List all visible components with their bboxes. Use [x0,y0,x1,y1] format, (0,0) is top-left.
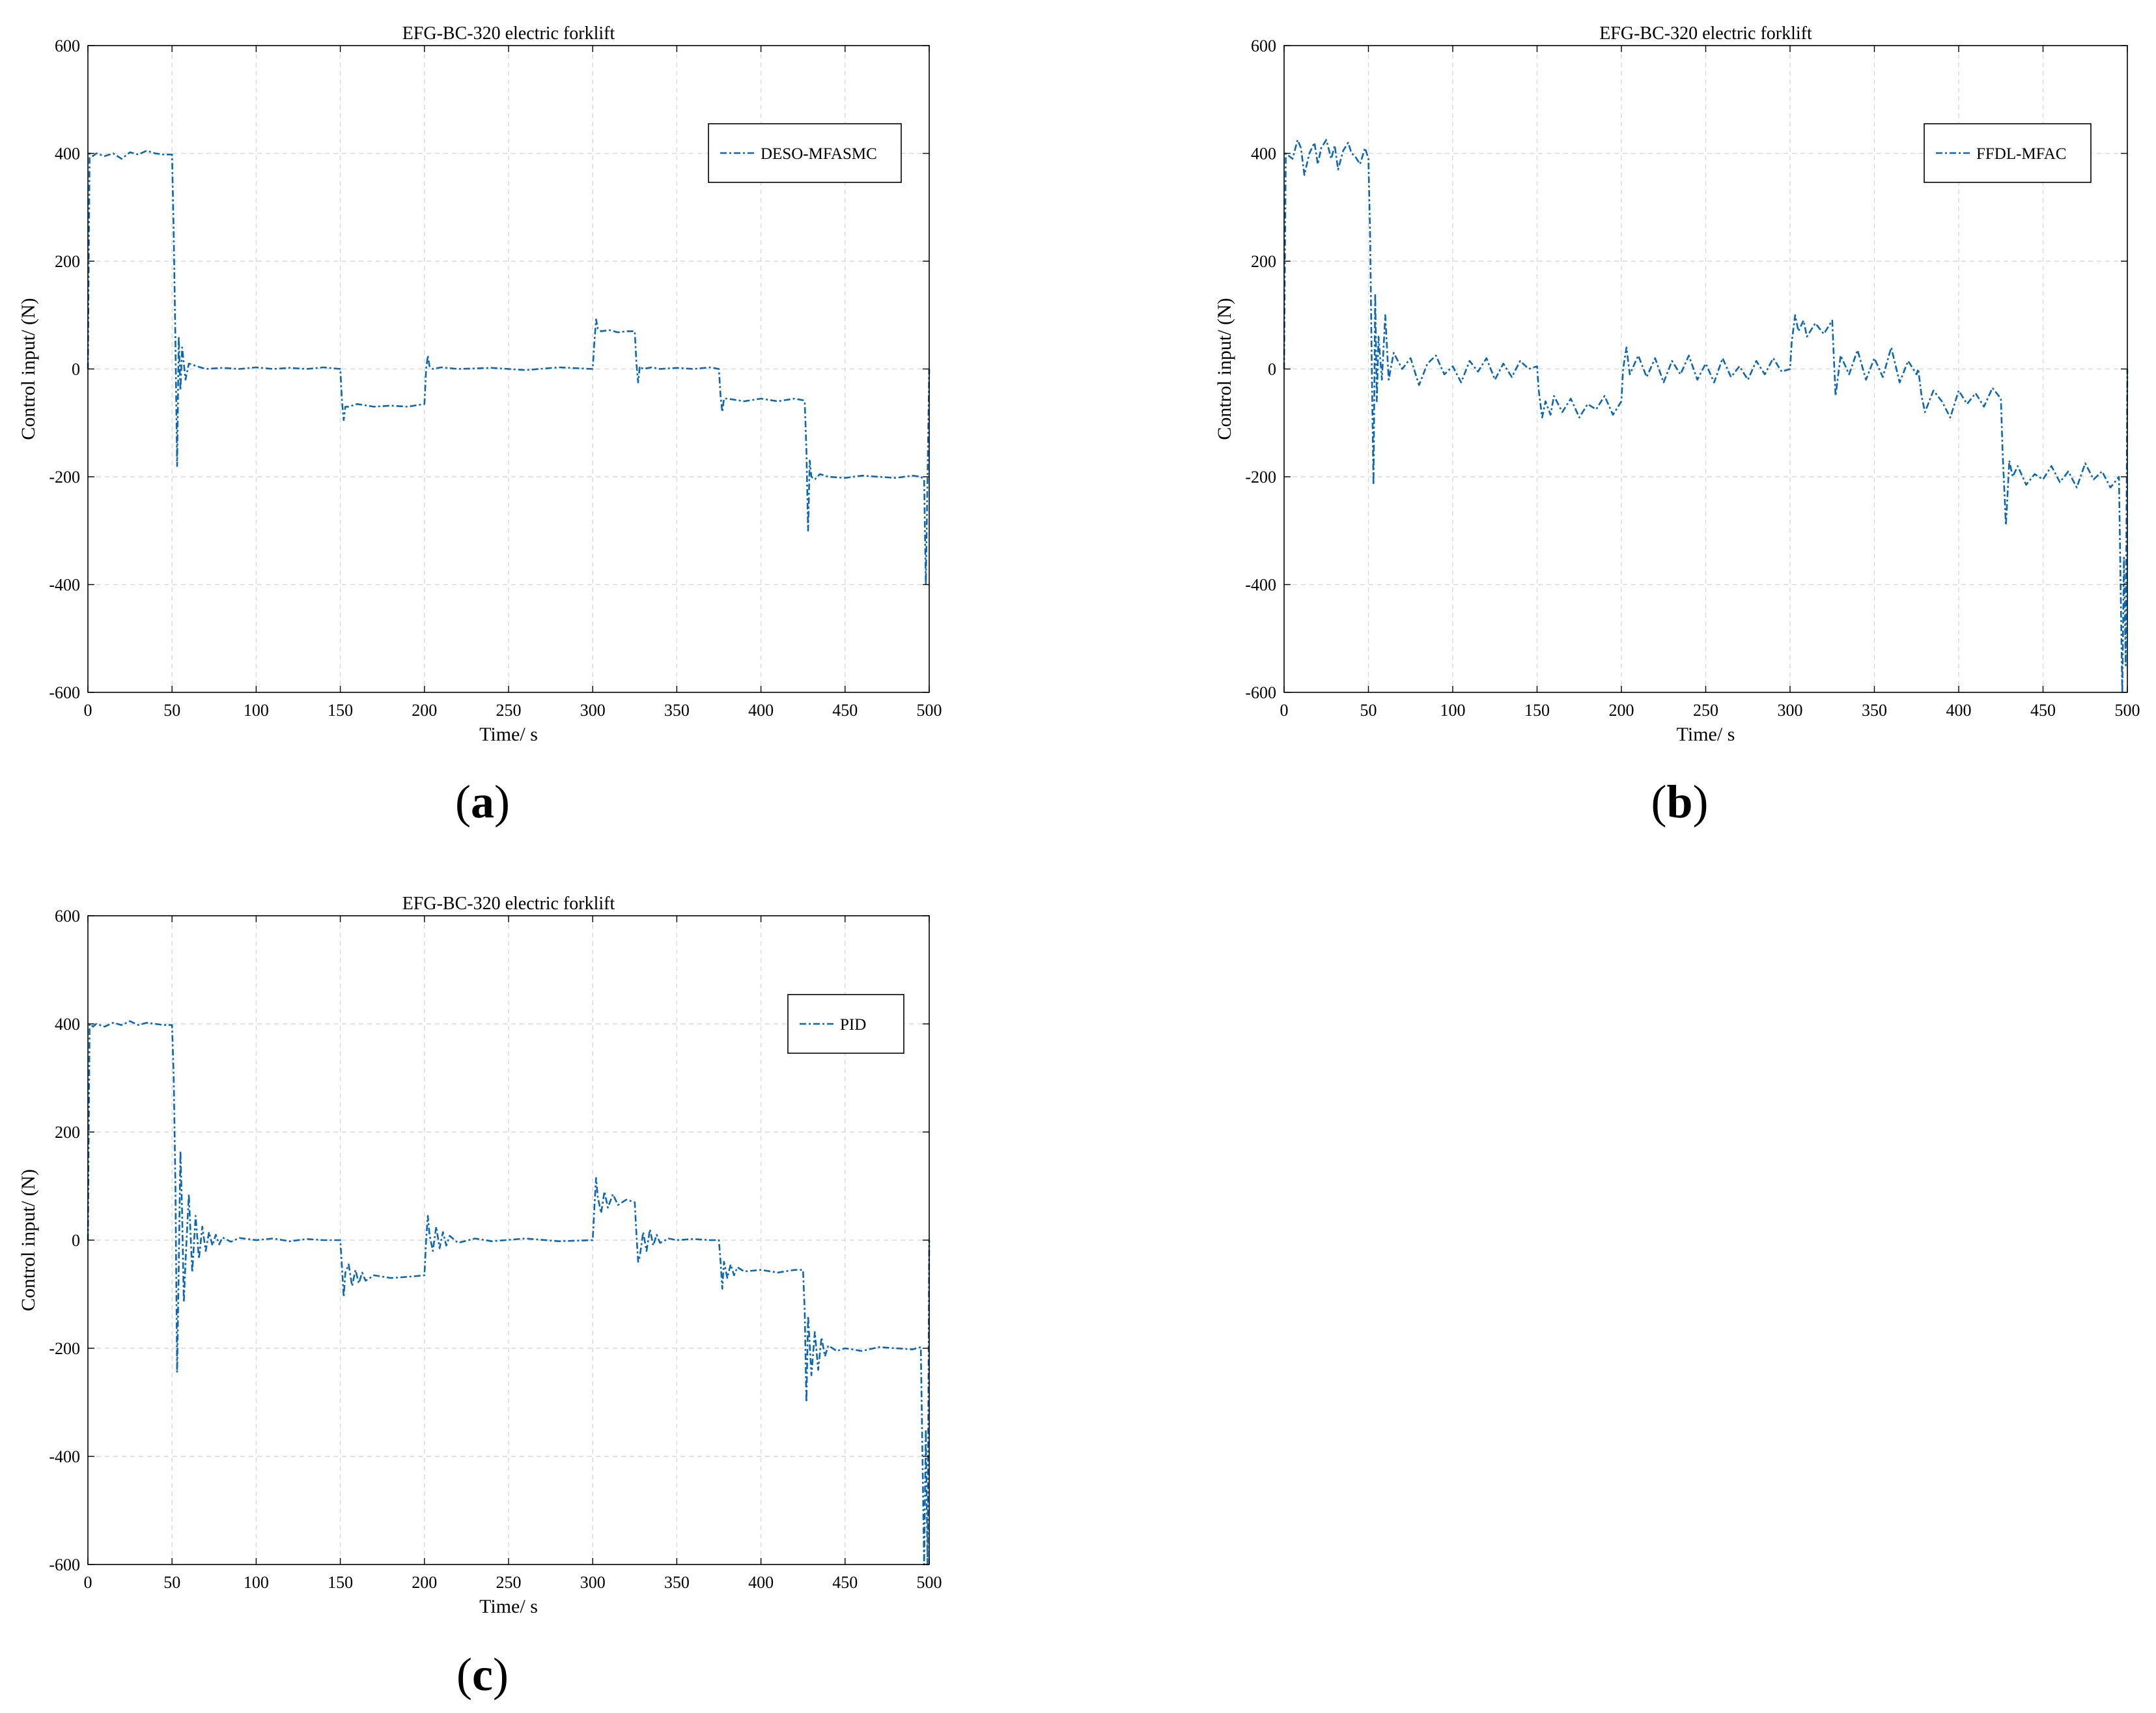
x-tick-label: 100 [1440,701,1466,720]
x-tick-label: 200 [412,1573,437,1592]
x-tick-label: 50 [1360,701,1377,720]
axis-ticks: 0 50 100 150 200 250 300 350 400 450 500 600 400 200 0… [1245,36,2140,720]
series-line-deso-mfasmc [87,150,931,586]
x-tick-label: 150 [328,701,353,720]
panel-label: (c) [456,1649,509,1701]
x-tick-label: 250 [496,701,522,720]
x-tick-label: 250 [496,1573,522,1592]
legend: PID [787,994,904,1054]
x-tick-label: 400 [748,1573,774,1592]
y-axis-label: Control input/ (N) [18,1169,39,1311]
chart-panel-a: 0 50 100 150 200 250 300 350 400 450 500 600 400 200 0… [18,23,942,828]
chart-title: EFG-BC-320 electric forklift [1599,23,1812,44]
y-tick-label: 200 [55,1123,80,1142]
x-tick-label: 300 [580,1573,606,1592]
x-tick-label: 450 [832,1573,858,1592]
panel-label: (b) [1651,776,1708,828]
y-tick-label: 0 [72,1231,80,1250]
x-tick-label: 150 [1524,701,1550,720]
axis-ticks: 0 50 100 150 200 250 300 350 400 450 500 600 400 200 0… [49,907,942,1592]
x-tick-label: 300 [1778,701,1803,720]
legend-box [787,994,904,1054]
x-tick-label: 350 [664,701,690,720]
y-tick-label: -200 [49,1339,80,1358]
y-tick-label: -200 [1245,468,1276,487]
y-tick-label: -600 [49,683,80,702]
y-tick-label: -200 [49,468,80,487]
x-tick-label: 300 [580,701,606,720]
legend: DESO-MFASMC [708,123,902,183]
x-axis-label: Time/ s [479,1596,538,1617]
y-tick-label: -400 [1245,576,1276,595]
x-axis-label: Time/ s [479,724,538,745]
chart-panel-b: 0 50 100 150 200 250 300 350 400 450 500 600 400 200 0… [1214,23,2140,828]
y-tick-label: -600 [49,1555,80,1574]
series-line-group [87,1020,931,1566]
chart-title: EFG-BC-320 electric forklift [402,23,615,44]
x-tick-label: 450 [2030,701,2056,720]
x-tick-label: 0 [1280,701,1289,720]
x-tick-label: 0 [84,1573,92,1592]
x-tick-label: 50 [163,701,180,720]
series-line-group [1283,139,2129,694]
y-tick-label: 600 [1251,36,1276,55]
y-tick-label: 400 [55,145,80,163]
x-tick-label: 200 [1609,701,1634,720]
x-axis-label: Time/ s [1677,724,1735,745]
x-tick-label: 400 [748,701,774,720]
panel-label: (a) [455,776,510,828]
y-tick-label: -600 [1245,683,1276,702]
y-tick-label: -400 [49,1447,80,1466]
x-tick-label: 100 [244,1573,269,1592]
x-tick-label: 200 [412,701,437,720]
series-line-pid [87,1020,931,1566]
y-axis-label: Control input/ (N) [18,298,39,440]
x-tick-label: 400 [1946,701,1972,720]
y-tick-label: 0 [1268,360,1276,379]
x-tick-label: 500 [2115,701,2140,720]
x-tick-label: 150 [328,1573,353,1592]
y-tick-label: 200 [1251,252,1276,271]
axis-ticks: 0 50 100 150 200 250 300 350 400 450 500 600 400 200 0… [49,36,942,720]
x-tick-label: 350 [664,1573,690,1592]
panel-label-letter: a [471,776,494,828]
legend-label: FFDL-MFAC [1976,145,2066,163]
panel-label-letter: c [472,1649,493,1701]
x-tick-label: 100 [244,701,269,720]
series-line-group [87,150,931,586]
legend-label: PID [840,1016,866,1034]
y-tick-label: 400 [1251,145,1276,163]
y-tick-label: 600 [55,36,80,55]
y-tick-label: 400 [55,1015,80,1034]
series-line-ffdl-mfac [1283,139,2129,694]
panel-label-letter: b [1666,776,1692,828]
legend-box [708,123,902,183]
y-tick-label: 200 [55,252,80,271]
x-tick-label: 450 [832,701,858,720]
x-tick-label: 500 [917,701,942,720]
legend: FFDL-MFAC [1924,123,2092,183]
x-tick-label: 50 [163,1573,180,1592]
legend-label: DESO-MFASMC [761,145,877,163]
y-tick-label: 0 [72,360,80,379]
x-tick-label: 500 [917,1573,942,1592]
chart-panel-c: 0 50 100 150 200 250 300 350 400 450 500 600 400 200 0… [18,894,942,1701]
x-tick-label: 350 [1862,701,1887,720]
y-axis-label: Control input/ (N) [1214,298,1235,440]
y-tick-label: -400 [49,576,80,595]
y-tick-label: 600 [55,907,80,926]
x-tick-label: 0 [84,701,92,720]
x-tick-label: 250 [1693,701,1718,720]
chart-title: EFG-BC-320 electric forklift [402,894,615,914]
